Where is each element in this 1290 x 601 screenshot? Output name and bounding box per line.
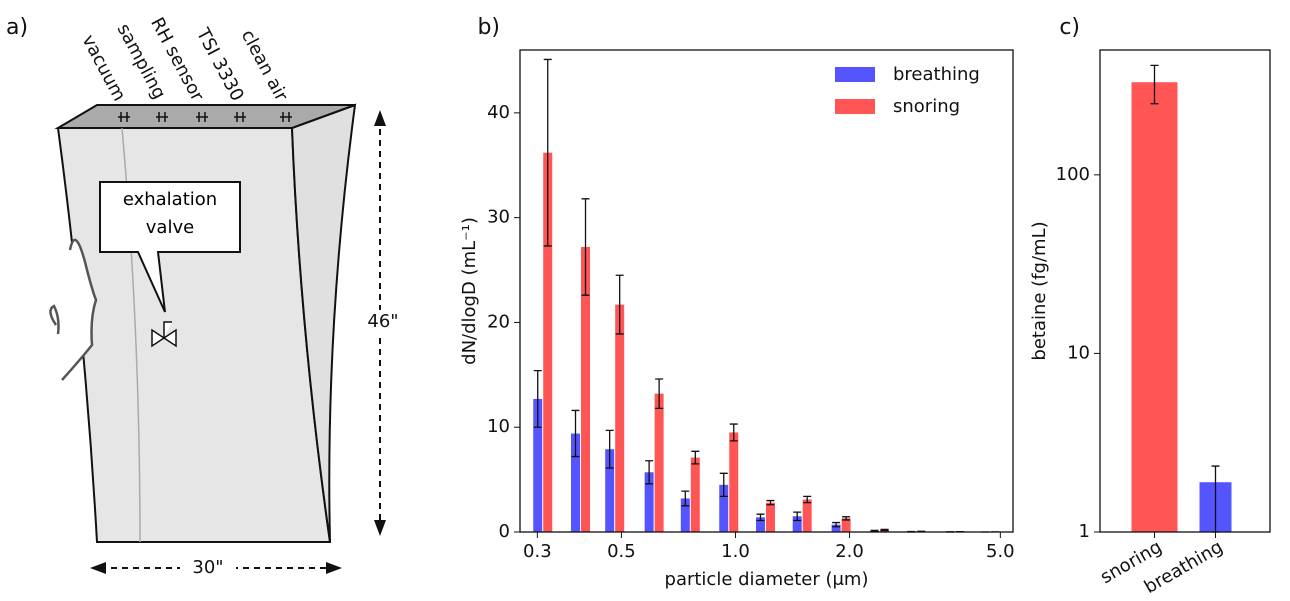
x-tick-label: 1.0 xyxy=(721,541,750,562)
y-tick-label: 10 xyxy=(487,416,510,437)
valve-label: exhalation valve xyxy=(100,186,240,242)
bar xyxy=(729,432,738,532)
y-axis-label: betaine (fg/mL) xyxy=(1029,221,1050,360)
error-bar xyxy=(881,529,889,530)
y-tick-label: 0 xyxy=(499,521,510,542)
bar xyxy=(1132,82,1178,532)
x-tick-label: 0.3 xyxy=(523,541,552,562)
legend-swatch xyxy=(835,99,875,114)
width-label: 30" xyxy=(192,557,223,578)
axes-frame xyxy=(520,50,1013,532)
x-tick-label: 0.5 xyxy=(607,541,636,562)
y-tick-label: 10 xyxy=(1067,342,1090,363)
bar xyxy=(803,500,812,532)
y-tick-label: 100 xyxy=(1056,164,1090,185)
panel-label: c) xyxy=(1059,15,1080,40)
axes-frame xyxy=(1100,50,1270,532)
y-tick-label: 20 xyxy=(487,311,510,332)
y-tick-label: 30 xyxy=(487,207,510,228)
x-axis-label: particle diameter (μm) xyxy=(665,569,869,590)
x-tick-label: 5.0 xyxy=(986,541,1015,562)
legend-label: snoring xyxy=(893,96,960,117)
ear xyxy=(50,306,58,334)
bar xyxy=(766,503,775,532)
diagram: a) vacuum sampling RH sensor TSI 3330 cl… xyxy=(6,14,406,580)
bar xyxy=(615,305,624,532)
bar xyxy=(691,458,700,532)
y-tick-label: 1 xyxy=(1079,521,1090,542)
bar xyxy=(655,394,664,532)
y-axis-label: dN/dlogD (mL⁻¹) xyxy=(459,217,480,365)
height-label: 46" xyxy=(367,311,398,332)
error-bar xyxy=(871,530,879,531)
y-tick-label: 40 xyxy=(487,102,510,123)
legend-swatch xyxy=(835,67,875,82)
panel-label: b) xyxy=(477,15,500,40)
legend-label: breathing xyxy=(893,64,980,85)
panel-label: a) xyxy=(6,15,28,40)
x-tick-label: 2.0 xyxy=(835,541,864,562)
